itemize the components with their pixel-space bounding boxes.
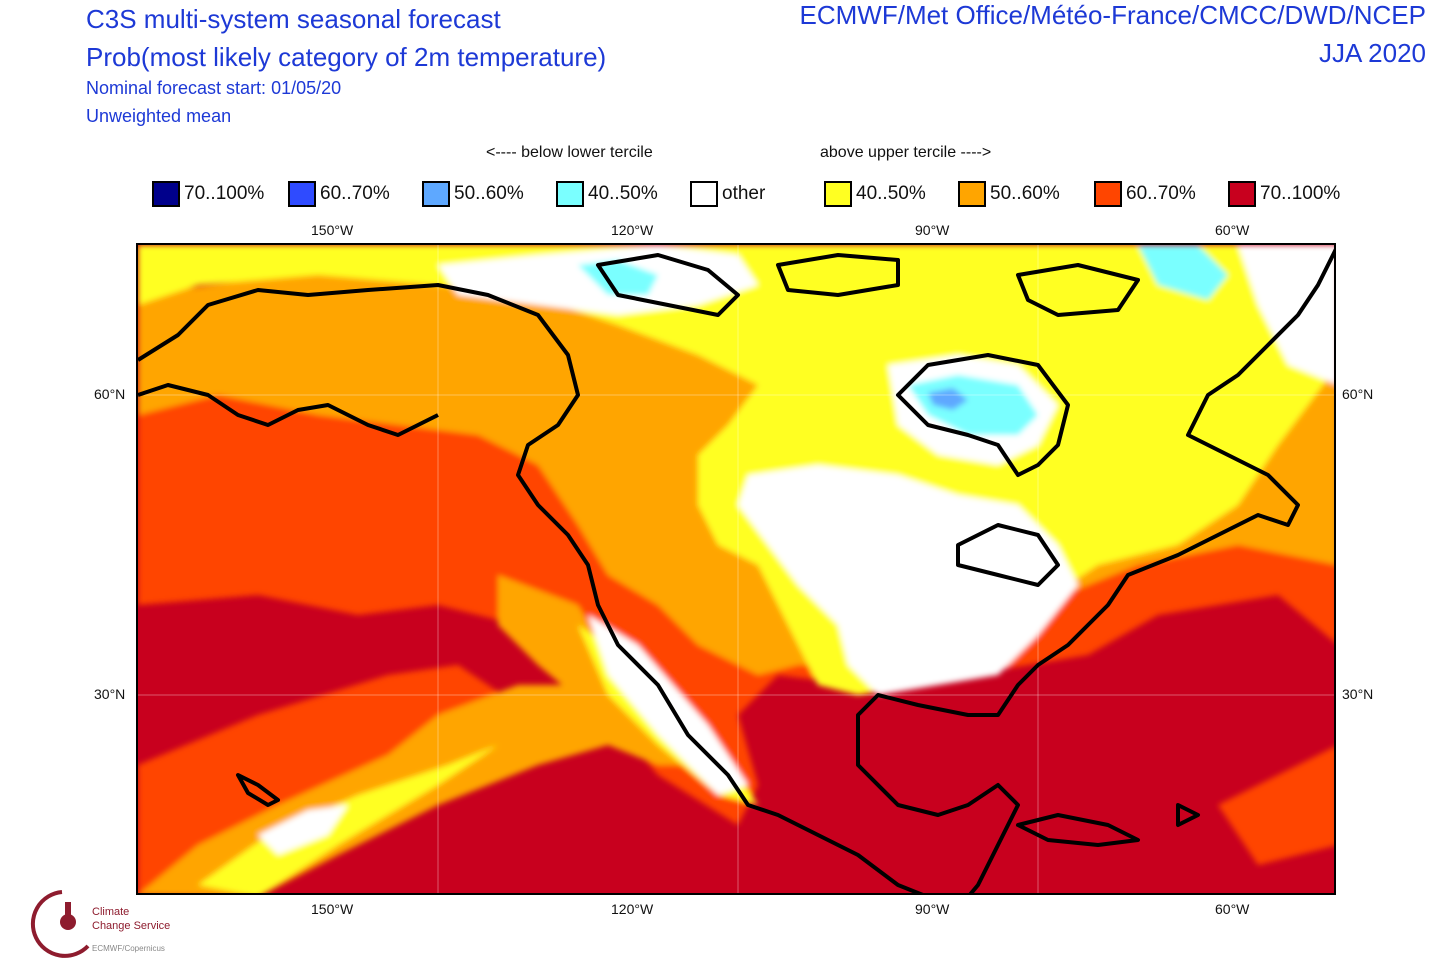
region-50-60-above	[498, 575, 618, 715]
title-line1: C3S multi-system seasonal forecast	[86, 4, 501, 34]
period-text: JJA 2020	[1319, 38, 1426, 68]
lat-tick-right: 30°N	[1342, 686, 1374, 702]
coastlines	[138, 248, 1334, 893]
forecast-start-text: Nominal forecast start: 01/05/20	[86, 78, 342, 98]
legend-item: other	[690, 178, 765, 210]
legend-label: 70..100%	[184, 183, 265, 204]
legend-label: 60..70%	[320, 183, 390, 204]
lat-tick-left: 60°N	[94, 386, 126, 402]
region-40-50-below	[578, 260, 658, 295]
legend-label: 40..50%	[588, 183, 658, 204]
legend-item: 70..100%	[1228, 178, 1340, 210]
legend-swatch	[958, 181, 986, 207]
lon-tick-bottom: 120°W	[611, 901, 654, 917]
legend-label: 50..60%	[454, 183, 524, 204]
region-40-50-below	[1138, 245, 1228, 300]
lon-tick-top: 150°W	[311, 222, 354, 238]
logo-text-3: ECMWF/Copernicus	[92, 944, 165, 953]
legend-swatch	[690, 181, 718, 207]
region-50-60-below	[928, 388, 968, 410]
legend-label: other	[722, 183, 766, 204]
lon-tick-bottom: 150°W	[311, 901, 354, 917]
legend-item: 40..50%	[824, 178, 926, 210]
map-svg	[138, 245, 1334, 893]
title-line2: Prob(most likely category of 2m temperat…	[86, 42, 607, 72]
legend-label: 50..60%	[990, 183, 1060, 204]
lat-tick-right: 60°N	[1342, 386, 1374, 402]
graticule	[138, 245, 1334, 893]
legend-label: 70..100%	[1260, 183, 1341, 204]
region-other	[738, 465, 1078, 695]
lon-tick-bottom: 60°W	[1215, 901, 1250, 917]
lon-tick-top: 60°W	[1215, 222, 1250, 238]
lat-tick-left: 30°N	[94, 686, 126, 702]
lon-tick-top: 120°W	[611, 222, 654, 238]
logo-text-1: Climate	[92, 906, 130, 918]
legend-item: 50..60%	[958, 178, 1060, 210]
weighting-text: Unweighted mean	[86, 106, 232, 126]
legend-item: 50..60%	[422, 178, 524, 210]
legend-item: 60..70%	[288, 178, 390, 210]
thermometer-logo-icon	[30, 890, 90, 958]
copernicus-logo: Climate Change Service ECMWF/Copernicus	[22, 886, 222, 962]
legend-item: 70..100%	[152, 178, 264, 210]
logo-text-2: Change Service	[92, 920, 171, 932]
region-40-50-above	[198, 745, 498, 893]
legend-swatch	[422, 181, 450, 207]
legend-item: 40..50%	[556, 178, 658, 210]
legend-swatch	[556, 181, 584, 207]
lon-tick-bottom: 90°W	[915, 901, 950, 917]
legend-above-label: above upper tercile ---->	[820, 144, 992, 161]
legend-label: 40..50%	[856, 183, 926, 204]
legend-below-label: <---- below lower tercile	[486, 144, 653, 161]
legend-swatch	[824, 181, 852, 207]
legend-swatch	[288, 181, 316, 207]
region-other	[258, 805, 348, 855]
region-40-50-below	[908, 375, 1038, 435]
lon-tick-top: 90°W	[915, 222, 950, 238]
systems-text: ECMWF/Met Office/Météo-France/CMCC/DWD/N…	[799, 0, 1426, 30]
legend-item: 60..70%	[1094, 178, 1196, 210]
region-other	[1238, 245, 1334, 384]
region-60-70-above	[1218, 747, 1334, 865]
legend-swatch	[1094, 181, 1122, 207]
legend-label: 60..70%	[1126, 183, 1196, 204]
legend-swatch	[152, 181, 180, 207]
forecast-map	[136, 243, 1336, 895]
legend-swatch	[1228, 181, 1256, 207]
